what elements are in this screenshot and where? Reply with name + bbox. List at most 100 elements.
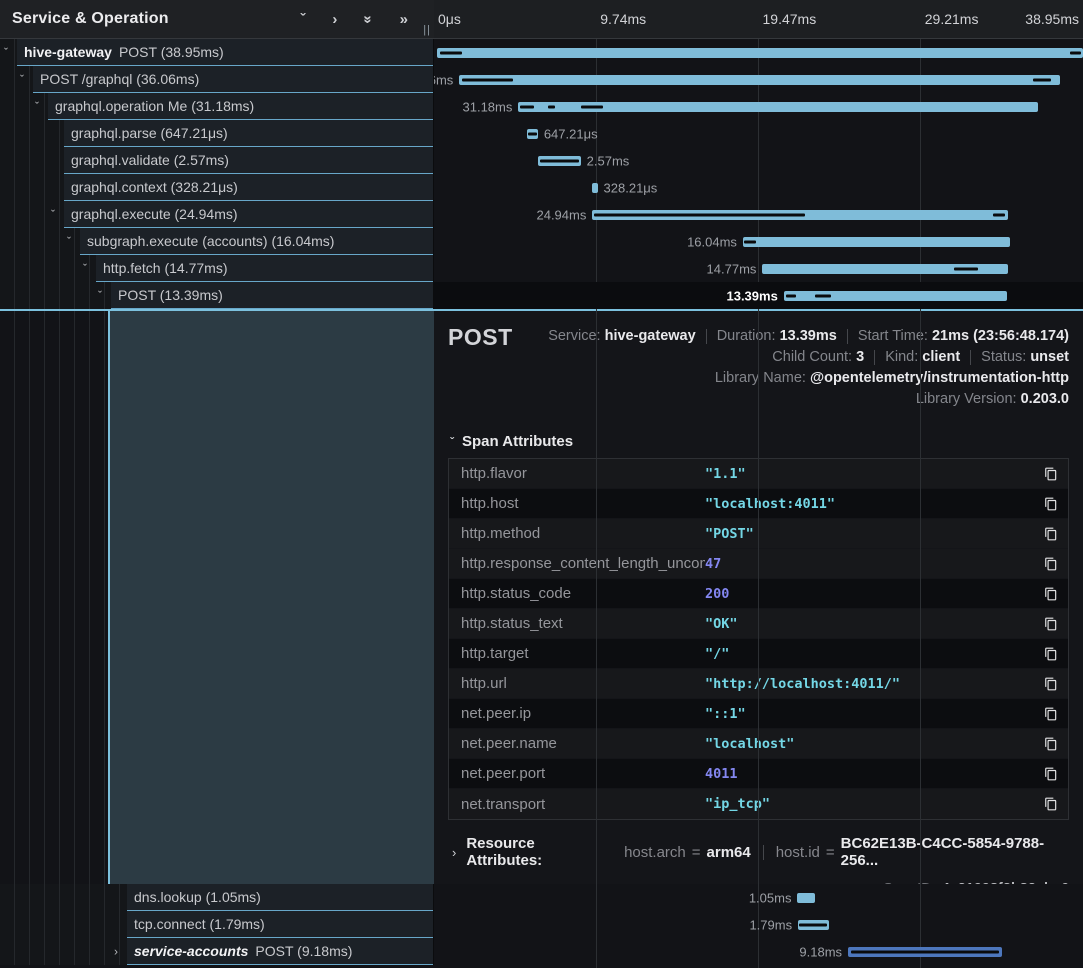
duration-bar[interactable] [518,102,1037,112]
span-row-post[interactable]: ˇhive-gatewayPOST (38.95ms)38.95ms [0,39,1083,66]
span-row-graphql.context[interactable]: graphql.context (328.21μs)328.21μs [0,174,1083,201]
timeline-cell[interactable]: 9.18ms [434,938,1083,965]
duration-bar[interactable] [848,947,1002,957]
duration-label: 38.95ms [434,45,437,60]
duration-bar[interactable] [784,291,1007,301]
copy-icon [1044,737,1058,751]
chevron-down-icon[interactable]: ˇ [20,72,24,86]
copy-button[interactable] [1034,497,1068,511]
duration-label: 647.21μs [538,126,598,141]
timeline-cell[interactable]: 13.39ms [434,282,1083,309]
copy-icon [1044,617,1058,631]
resource-attributes-items: host.arch=arm64host.id=BC62E13B-C4CC-585… [624,835,1069,869]
timeline-cell[interactable]: 2.57ms [434,147,1083,174]
timeline-cell[interactable]: 31.18ms [434,93,1083,120]
timeline-cell[interactable]: 328.21μs [434,174,1083,201]
span-name-cell[interactable]: graphql.parse (647.21μs) [0,120,434,147]
span-row-graphql.validate[interactable]: graphql.validate (2.57ms)2.57ms [0,147,1083,174]
duration-bar[interactable] [437,48,1083,58]
span-row-dns.lookup[interactable]: dns.lookup (1.05ms)1.05ms [0,884,1083,911]
span-name-cell[interactable]: ˇgraphql.execute (24.94ms) [0,201,434,228]
span-meta: Service: hive-gatewayDuration: 13.39msSt… [548,324,1069,409]
divider [706,329,707,344]
copy-button[interactable] [1034,617,1068,631]
chevron-down-icon[interactable]: ˇ [35,99,39,113]
panel-drag-handle[interactable]: || [423,24,431,36]
duration-bar[interactable] [527,129,538,139]
child-span-tick [744,240,756,243]
chevron-right-icon[interactable]: › [452,845,456,860]
chevron-down-icon[interactable]: ˇ [67,234,71,248]
span-row-graphql.operation-me[interactable]: ˇgraphql.operation Me (31.18ms)31.18ms [0,93,1083,120]
copy-button[interactable] [1034,557,1068,571]
span-row-post-graphql[interactable]: ˇPOST /graphql (36.06ms)36.06ms [0,66,1083,93]
span-name-cell[interactable]: ˇPOST (13.39ms) [0,282,434,309]
span-row-subgraph.execute-accounts-[interactable]: ˇ subgraph.execute (accounts) (16.04ms) 16… [0,228,1083,255]
duration-bar[interactable] [538,156,581,166]
chevron-down-icon[interactable]: ˇ [450,435,454,449]
span-name-cell[interactable]: ˇgraphql.operation Me (31.18ms) [0,93,434,120]
child-span-tick [1033,78,1051,81]
span-name-cell[interactable]: ˇ subgraph.execute (accounts) (16.04ms) [0,228,434,255]
copy-button[interactable] [1034,737,1068,751]
operation-name: subgraph.execute (accounts) (16.04ms) [87,233,334,249]
span-name-cell[interactable]: ˇPOST /graphql (36.06ms) [0,66,434,93]
operation-name: POST (9.18ms) [255,943,352,959]
double-chevron-right-icon[interactable]: » [400,12,408,27]
span-name-cell[interactable]: graphql.validate (2.57ms) [0,147,434,174]
chevron-down-icon[interactable]: ˇ [83,261,87,275]
duration-bar[interactable] [798,920,829,930]
timeline-cell[interactable]: 38.95ms [434,39,1083,66]
duration-bar[interactable] [797,893,815,903]
timeline-cell[interactable]: 1.05ms [434,884,1083,911]
span-row-post[interactable]: ›service-accountsPOST (9.18ms)9.18ms [0,938,1083,965]
chevron-down-icon[interactable]: ˇ [98,288,102,302]
copy-button[interactable] [1034,767,1068,781]
resource-attributes-row[interactable]: › Resource Attributes: host.arch=arm64ho… [448,835,1069,869]
copy-button[interactable] [1034,527,1068,541]
meta-value: 3 [856,348,864,367]
chevron-down-icon[interactable]: ˇ [51,207,55,221]
copy-button[interactable] [1034,647,1068,661]
timeline-cell[interactable]: 16.04ms [434,228,1083,255]
copy-button[interactable] [1034,587,1068,601]
copy-button[interactable] [1034,707,1068,721]
span-name-cell[interactable]: ˇhive-gatewayPOST (38.95ms) [0,39,434,66]
chevron-down-icon[interactable]: ˇ [4,45,8,59]
chevron-right-icon[interactable]: › [114,944,118,958]
duration-bar[interactable] [459,75,1060,85]
attribute-key: net.peer.ip [449,705,705,722]
chevron-down-icon[interactable]: ˇ [300,12,305,27]
meta-value: @opentelemetry/instrumentation-http [810,369,1069,388]
timeline-cell[interactable]: 1.79ms [434,911,1083,938]
attribute-row: net.transport"ip_tcp" [449,789,1068,819]
span-name-cell[interactable]: ˇhttp.fetch (14.77ms) [0,255,434,282]
copy-button[interactable] [1034,797,1068,811]
copy-button[interactable] [1034,677,1068,691]
chevron-right-icon[interactable]: › [332,12,337,27]
span-row-tcp.connect[interactable]: tcp.connect (1.79ms)1.79ms [0,911,1083,938]
span-name-cell[interactable]: dns.lookup (1.05ms) [0,884,434,911]
topbar: Service & Operation ˇ › » » || 0μs9.74ms… [0,0,1083,39]
span-row-post[interactable]: ˇPOST (13.39ms)13.39ms [0,282,1083,309]
span-row-graphql.execute[interactable]: ˇgraphql.execute (24.94ms)24.94ms [0,201,1083,228]
ruler-tick-label: 9.74ms [600,11,646,27]
double-chevron-down-icon[interactable]: » [361,15,376,23]
copy-button[interactable] [1034,467,1068,481]
span-attributes-header[interactable]: ˇ Span Attributes [450,433,1069,450]
span-name-cell[interactable]: graphql.context (328.21μs) [0,174,434,201]
timeline-cell[interactable]: 647.21μs [434,120,1083,147]
span-name-cell[interactable]: ›service-accountsPOST (9.18ms) [0,938,434,965]
duration-bar[interactable] [762,264,1008,274]
span-name-cell[interactable]: tcp.connect (1.79ms) [0,911,434,938]
span-row-graphql.parse[interactable]: graphql.parse (647.21μs) 647.21μs [0,120,1083,147]
timeline-cell[interactable]: 36.06ms [434,66,1083,93]
meta-label: Library Name: [715,369,810,388]
duration-bar[interactable] [592,210,1007,220]
child-span-tick [440,51,463,54]
span-row-http.fetch[interactable]: ˇhttp.fetch (14.77ms)14.77ms [0,255,1083,282]
timeline-cell[interactable]: 14.77ms [434,255,1083,282]
meta-line: Library Name: @opentelemetry/instrumenta… [715,369,1069,388]
duration-bar[interactable] [743,237,1010,247]
timeline-cell[interactable]: 24.94ms [434,201,1083,228]
